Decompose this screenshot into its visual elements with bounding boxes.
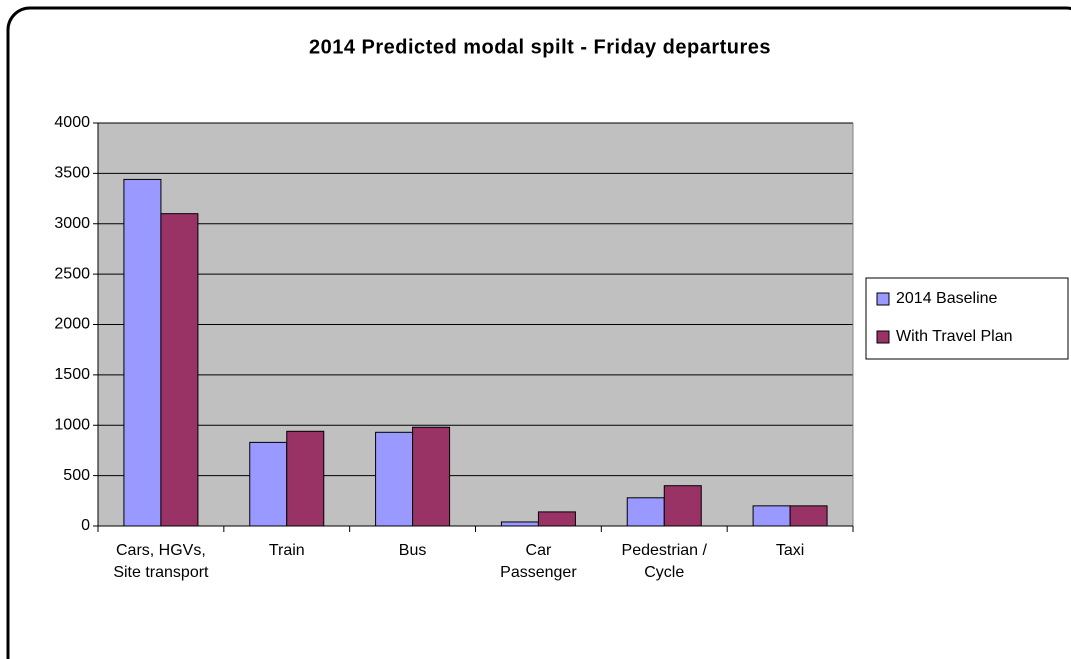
bar [160, 213, 199, 527]
bar [537, 511, 576, 527]
bar [123, 178, 162, 527]
y-tick-label: 0 [81, 517, 90, 534]
bar [412, 426, 451, 527]
bar [752, 505, 791, 527]
legend-label: 2014 Baseline [896, 290, 998, 307]
y-tick-label: 3000 [54, 215, 90, 232]
bar [286, 430, 325, 527]
y-tick-label: 2000 [54, 316, 90, 333]
bar [789, 505, 828, 527]
chart-title: 2014 Predicted modal spilt - Friday depa… [309, 36, 771, 58]
y-tick-label: 4000 [54, 114, 90, 131]
y-tick-label: 1500 [54, 366, 90, 383]
bar [626, 497, 665, 527]
bar [375, 431, 414, 527]
x-tick-label: Taxi [775, 542, 805, 559]
x-tick-label: Pedestrian / Cycle [621, 542, 707, 581]
x-tick-label: Bus [398, 542, 427, 559]
y-tick-label: 500 [63, 467, 90, 484]
bar [500, 521, 539, 527]
legend-label: With Travel Plan [896, 328, 1012, 345]
legend-swatch [876, 330, 890, 344]
legend-box [865, 277, 1069, 360]
x-tick-label: Car Passenger [500, 542, 577, 581]
x-tick-label: Train [268, 542, 305, 559]
legend-swatch [876, 292, 890, 306]
y-tick-label: 2500 [54, 265, 90, 282]
y-tick-label: 3500 [54, 165, 90, 182]
bar [249, 441, 288, 527]
y-tick-label: 1000 [54, 416, 90, 433]
x-tick-label: Cars, HGVs, Site transport [113, 542, 209, 581]
bar [663, 485, 702, 527]
